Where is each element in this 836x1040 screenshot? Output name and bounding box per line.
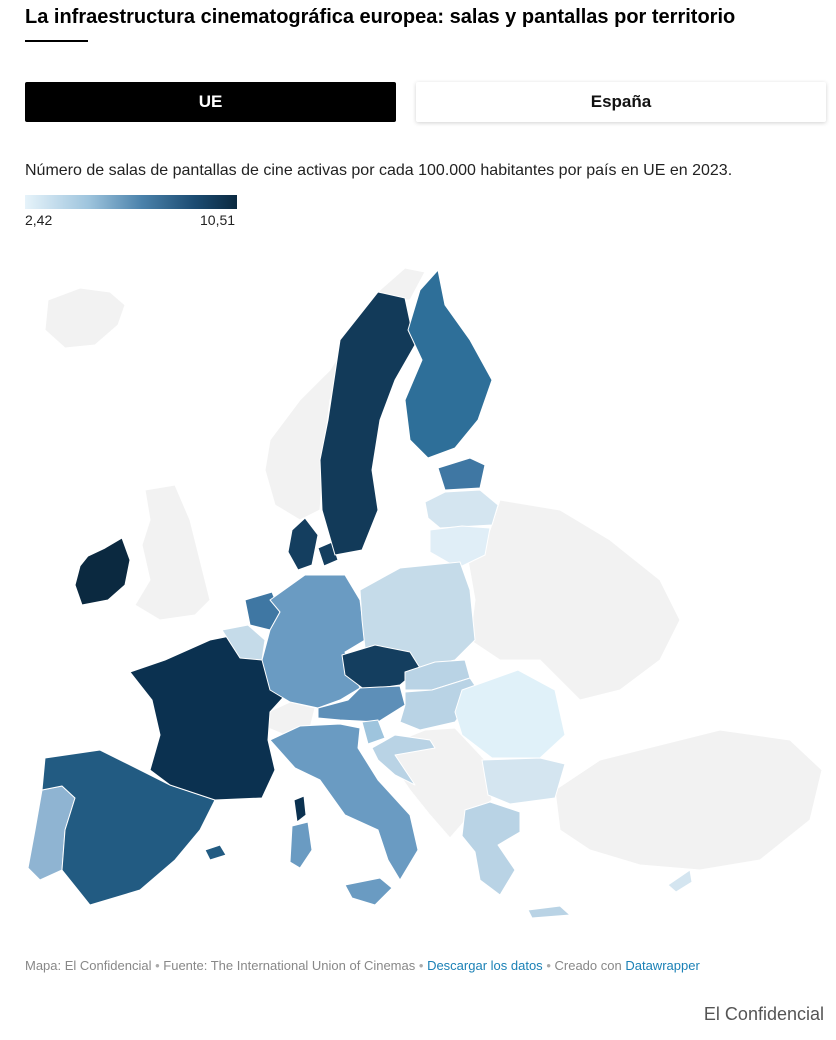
legend-max-label: 10,51 — [200, 212, 236, 228]
mallorca-shape — [204, 844, 227, 861]
corsica-shape — [293, 795, 307, 823]
france-shape — [129, 634, 291, 801]
title-underline — [25, 40, 88, 42]
latvia-shape — [424, 489, 499, 529]
italy-shape — [269, 723, 419, 881]
croatia-shape — [371, 734, 436, 786]
greece-shape — [461, 801, 521, 896]
map-credit: Mapa: El Confidencial — [25, 958, 152, 973]
turkey-shape — [554, 729, 823, 871]
separator: • — [546, 958, 551, 973]
tab-espana[interactable]: España — [416, 82, 826, 122]
poland-shape — [359, 561, 476, 669]
download-data-link[interactable]: Descargar los datos — [427, 958, 543, 973]
brand-logo-text: El Confidencial — [703, 1004, 824, 1024]
uk-shape — [134, 484, 211, 621]
tab-ue[interactable]: UE — [25, 82, 396, 122]
belgium-shape — [221, 624, 266, 661]
separator: • — [418, 958, 424, 973]
bulgaria-shape — [481, 757, 566, 805]
created-with-text: Creado con — [554, 958, 622, 973]
ireland-shape — [74, 537, 131, 606]
legend-min-label: 2,42 — [25, 212, 53, 228]
europe-choropleth-map — [27, 267, 823, 919]
iceland-shape — [44, 287, 126, 349]
germany-shape — [261, 574, 366, 709]
map-footer: Mapa: El Confidencial • Fuente: The Inte… — [25, 958, 700, 973]
estonia-shape — [437, 457, 486, 491]
source-text: Fuente: The International Union of Cinem… — [163, 958, 416, 973]
color-legend-bar — [25, 195, 237, 209]
chart-title: La infraestructura cinematográfica europ… — [25, 6, 736, 28]
datawrapper-link[interactable]: Datawrapper — [625, 958, 700, 973]
map-subtitle: Número de salas de pantallas de cine act… — [25, 162, 733, 179]
sicily-shape — [344, 877, 393, 906]
sweden-shape — [319, 291, 416, 556]
finland-shape — [404, 269, 493, 459]
slovenia-shape — [361, 719, 386, 745]
denmark-shape — [287, 517, 339, 571]
lithuania-shape — [429, 525, 491, 569]
eastern-europe-shape — [467, 499, 681, 701]
separator: • — [155, 958, 160, 973]
crete-shape — [527, 905, 571, 919]
cyprus-shape — [667, 869, 693, 893]
sardinia-shape — [289, 821, 313, 869]
